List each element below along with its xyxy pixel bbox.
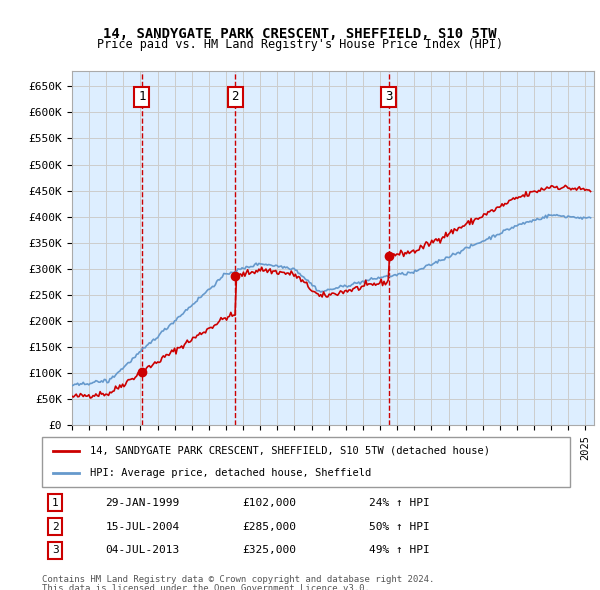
Text: Price paid vs. HM Land Registry's House Price Index (HPI): Price paid vs. HM Land Registry's House … [97,38,503,51]
Text: 24% ↑ HPI: 24% ↑ HPI [370,498,430,507]
Text: 29-JAN-1999: 29-JAN-1999 [106,498,179,507]
Text: 50% ↑ HPI: 50% ↑ HPI [370,522,430,532]
Text: 3: 3 [385,90,392,103]
Text: £325,000: £325,000 [242,546,296,555]
Text: 04-JUL-2013: 04-JUL-2013 [106,546,179,555]
FancyBboxPatch shape [42,437,570,487]
Text: Contains HM Land Registry data © Crown copyright and database right 2024.: Contains HM Land Registry data © Crown c… [42,575,434,584]
Text: 49% ↑ HPI: 49% ↑ HPI [370,546,430,555]
Text: 1: 1 [138,90,146,103]
Text: 14, SANDYGATE PARK CRESCENT, SHEFFIELD, S10 5TW (detached house): 14, SANDYGATE PARK CRESCENT, SHEFFIELD, … [89,445,490,455]
Text: 15-JUL-2004: 15-JUL-2004 [106,522,179,532]
Text: This data is licensed under the Open Government Licence v3.0.: This data is licensed under the Open Gov… [42,584,370,590]
Text: £102,000: £102,000 [242,498,296,507]
Text: 3: 3 [52,546,59,555]
Text: 1: 1 [52,498,59,507]
Text: 2: 2 [52,522,59,532]
Text: £285,000: £285,000 [242,522,296,532]
Text: 2: 2 [232,90,239,103]
Text: 14, SANDYGATE PARK CRESCENT, SHEFFIELD, S10 5TW: 14, SANDYGATE PARK CRESCENT, SHEFFIELD, … [103,27,497,41]
Text: HPI: Average price, detached house, Sheffield: HPI: Average price, detached house, Shef… [89,468,371,478]
